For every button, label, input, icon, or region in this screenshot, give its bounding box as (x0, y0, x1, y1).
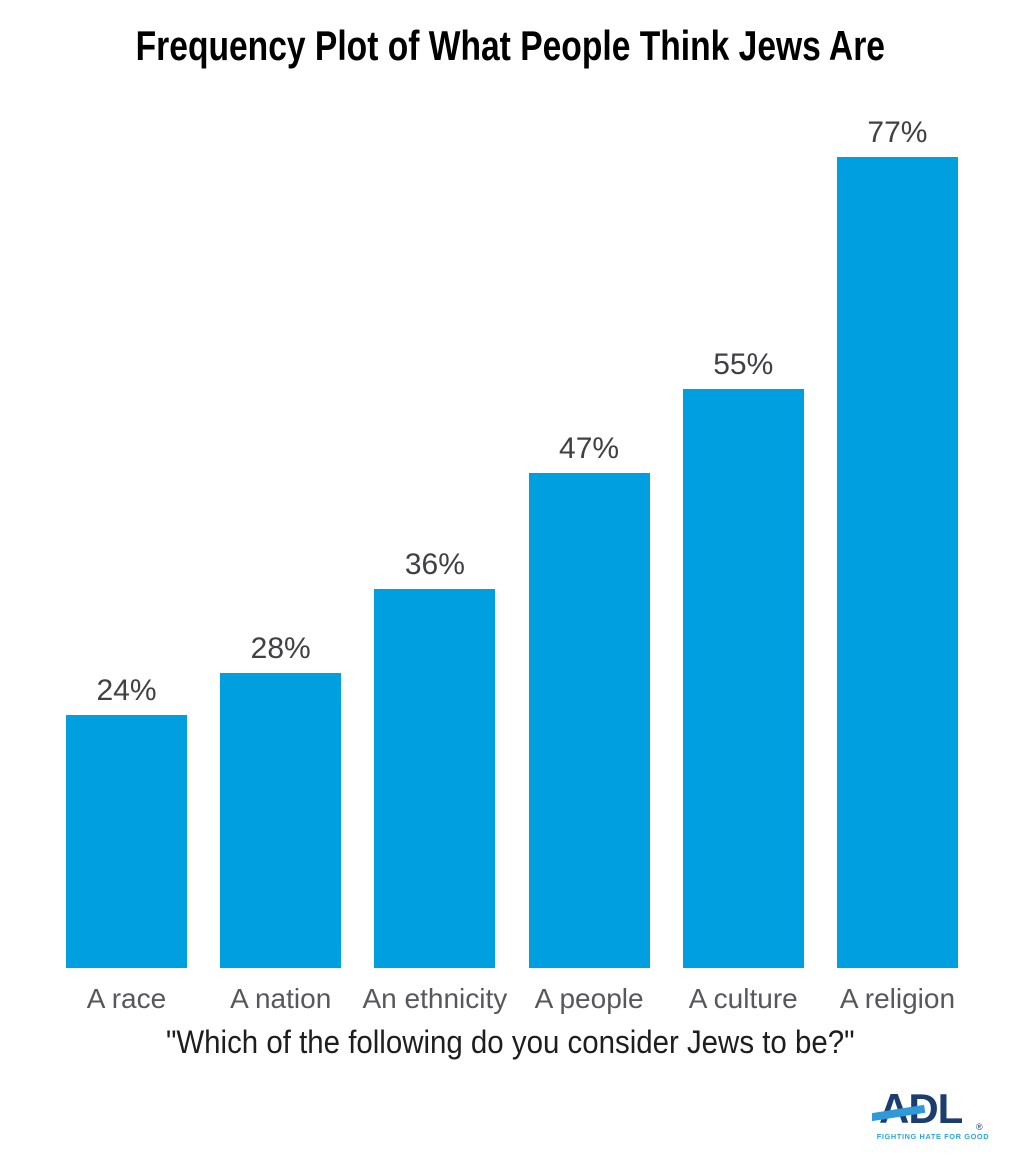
x-axis-category-label: A people (534, 982, 644, 1014)
bar-column: 24% A race (66, 676, 187, 1013)
x-axis-question: "Which of the following do you consider … (0, 1024, 1020, 1061)
bar-value-label: 28% (250, 632, 311, 665)
adl-logo-band (872, 1104, 926, 1122)
adl-registered-mark: ® (976, 1122, 983, 1132)
bar-column: 55% A culture (682, 348, 804, 1014)
bar (220, 673, 342, 968)
bar-value-label: 24% (96, 674, 157, 707)
bar-value-label: 36% (404, 548, 465, 581)
chart-title: Frequency Plot of What People Think Jews… (0, 22, 1020, 70)
x-axis-category-label: A race (86, 982, 167, 1014)
bar-chart: 24% A race 28% A nation 36% An ethnicity 47% A … (66, 116, 958, 1014)
bar-column: 47% A people (528, 432, 650, 1014)
bar (682, 389, 804, 968)
x-axis-category-label: A religion (839, 982, 956, 1014)
bar-column: 28% A nation (220, 632, 342, 1014)
bar-column: 36% An ethnicity (363, 548, 508, 1013)
x-axis-question-text: "Which of the following do you consider … (165, 1024, 855, 1060)
bar (66, 715, 187, 968)
bar-column: 77% A religion (836, 116, 958, 1014)
bar (836, 157, 958, 968)
x-axis-category-label: A nation (230, 982, 332, 1014)
bar-value-label: 77% (867, 116, 928, 149)
bar (528, 473, 650, 968)
x-axis-category-label: An ethnicity (362, 982, 508, 1014)
bar (374, 589, 496, 968)
bar-value-label: 55% (713, 348, 774, 381)
x-axis-category-label: A culture (688, 982, 798, 1014)
adl-logo: ADL ® FIGHTING HATE FOR GOOD (872, 1086, 989, 1141)
bar-value-label: 47% (559, 432, 620, 465)
chart-title-text: Frequency Plot of What People Think Jews… (135, 22, 885, 69)
adl-tagline: FIGHTING HATE FOR GOOD (877, 1132, 989, 1141)
